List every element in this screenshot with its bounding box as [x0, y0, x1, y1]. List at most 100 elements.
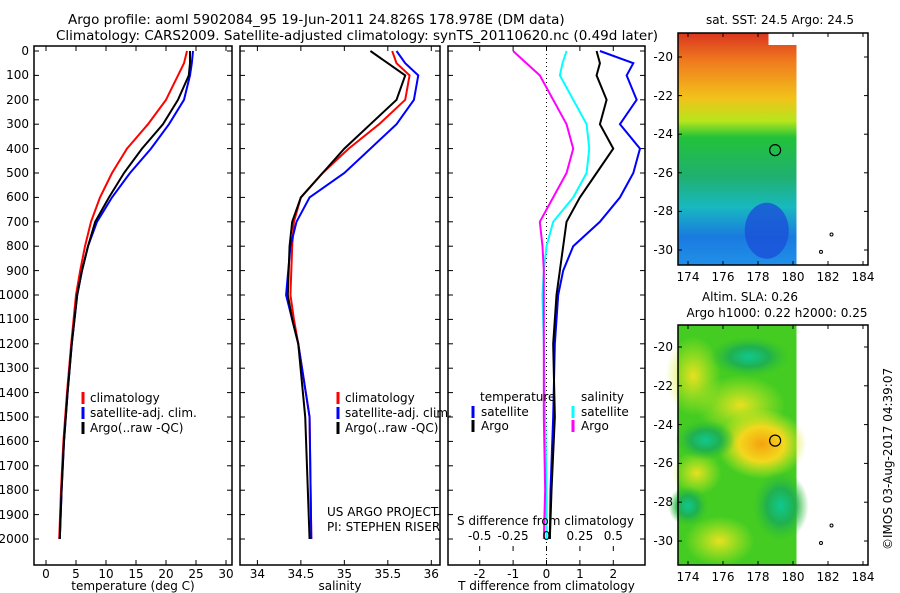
depth-tick-label: 1100	[0, 312, 29, 327]
x-tick-label: 1	[576, 567, 584, 581]
lat-tick-label: -22	[653, 88, 673, 103]
plot-canvas	[33, 32, 869, 566]
salinity-x-axis-label: salinity	[318, 579, 362, 593]
depth-tick-label: 200	[6, 92, 29, 107]
lat-tick-label: -26	[653, 165, 673, 180]
sla-anomaly-blob	[671, 451, 722, 496]
salinity-axes-box	[239, 45, 441, 566]
depth-tick-label: 1400	[0, 385, 29, 400]
depth-tick-label: 1200	[0, 336, 29, 351]
legend-label-s_satellite: satellite	[581, 405, 629, 419]
lat-tick-label: -30	[653, 243, 673, 257]
depth-tick-label: 400	[6, 141, 29, 156]
lon-tick-label: 174	[676, 270, 700, 284]
s-tick-label: 0.25	[566, 529, 594, 543]
depth-tick-label: 1300	[0, 361, 29, 376]
lon-tick-label: 184	[851, 270, 875, 284]
island-outline	[829, 523, 834, 528]
x-tick-label: 35.5	[374, 567, 402, 581]
depth-tick-label: 0	[21, 44, 29, 58]
lat-tick-label: -22	[653, 378, 673, 393]
lat-tick-label: -20	[653, 50, 673, 64]
s-tick-label: 0	[542, 529, 551, 543]
lon-tick-label: 176	[711, 570, 735, 584]
depth-tick-label: 800	[6, 239, 29, 254]
sla-anomaly-blob	[752, 471, 809, 542]
argo-position-marker	[769, 144, 782, 157]
depth-tick-label: 1500	[0, 410, 29, 424]
s-tick-label: -0.5	[467, 529, 492, 543]
lat-tick-label: -26	[653, 456, 673, 471]
island-outline	[819, 540, 823, 545]
x-tick-label: 35	[336, 567, 352, 581]
lon-tick-label: 176	[711, 270, 735, 284]
depth-tick-label: 1600	[0, 434, 29, 449]
depth-tick-label: 1800	[0, 483, 29, 498]
legend-label-argo: Argo	[481, 419, 509, 433]
sla-anomaly-blob	[668, 486, 708, 527]
legend-label-satellite: satellite-adj. clim.	[90, 406, 197, 420]
depth-tick-label: 500	[6, 166, 29, 180]
legend-label-climatology: climatology	[345, 391, 415, 405]
temperature-x-axis-label: temperature (deg C)	[71, 579, 195, 593]
lon-tick-label: 184	[851, 570, 875, 584]
x-tick-label: 30	[218, 567, 234, 581]
legend-label-satellite: satellite-adj. clim.	[345, 406, 452, 420]
lat-tick-label: -30	[653, 534, 673, 548]
depth-tick-label: 600	[6, 190, 29, 205]
series-line-satellite	[58, 50, 194, 540]
lon-tick-label: 178	[746, 570, 770, 584]
legend-label-climatology: climatology	[90, 391, 160, 405]
s-tick-label: -0.25	[497, 529, 529, 543]
x-tick-label: 34.5	[287, 567, 315, 581]
project-label: US ARGO PROJECT	[327, 505, 439, 519]
island-outline	[819, 249, 823, 254]
legend-label-satellite: satellite	[481, 405, 529, 419]
x-tick-label: -1	[507, 567, 520, 581]
x-tick-label: 34	[249, 567, 266, 581]
depth-tick-label: 700	[6, 214, 29, 229]
title-line-1: Argo profile: aoml 5902084_95 19-Jun-201…	[68, 12, 565, 28]
sla-anomaly-blob	[684, 516, 755, 566]
lat-tick-label: -24	[653, 417, 673, 432]
sla-map-subtitle: Argo h1000: 0.22 h2000: 0.25	[686, 306, 868, 320]
copyright-label: ©IMOS 03-Aug-2017 04:39:07	[881, 367, 895, 550]
sst-cold-patch	[744, 202, 789, 259]
series-line-climatology	[289, 50, 411, 540]
x-tick-label: 5	[72, 567, 80, 581]
series-line-t-argo	[548, 50, 615, 540]
depth-tick-label: 1900	[0, 507, 29, 522]
x-tick-label: 25	[188, 567, 204, 581]
sla-anomaly-blob	[709, 336, 790, 377]
x-tick-label: 15	[128, 567, 144, 581]
series-line-t-satellite	[548, 50, 642, 540]
depth-tick-label: 1000	[0, 288, 29, 302]
x-tick-label: 2	[609, 567, 618, 581]
legend-label-s_argo: Argo	[581, 419, 609, 433]
depth-tick-label: 900	[6, 263, 29, 278]
series-line-s-argo	[512, 50, 575, 540]
legend-title-temperature: temperature	[480, 390, 556, 404]
sla-anomaly-blob	[675, 420, 736, 461]
depth-tick-label: 100	[6, 68, 29, 83]
lat-tick-label: -24	[653, 127, 673, 142]
sst-land-mask	[768, 33, 797, 45]
depth-tick-label: 2000	[0, 532, 29, 546]
lat-tick-label: -28	[653, 495, 673, 510]
pi-label: PI: STEPHEN RISER	[327, 520, 441, 534]
x-tick-label: -2	[473, 567, 486, 581]
sla-anomaly-blob	[716, 409, 807, 479]
lon-tick-label: 182	[816, 270, 840, 284]
x-tick-label: 36	[423, 567, 439, 581]
depth-tick-label: 1700	[0, 458, 29, 473]
lon-tick-label: 174	[676, 570, 700, 584]
sst-map-title: sat. SST: 24.5 Argo: 24.5	[705, 13, 855, 27]
legend-title-salinity: salinity	[581, 390, 625, 404]
lon-tick-label: 180	[781, 570, 805, 584]
s-axis-label: S difference from climatology	[457, 514, 634, 528]
lon-tick-label: 182	[816, 570, 840, 584]
lon-tick-label: 180	[781, 270, 805, 284]
island-outline	[829, 232, 834, 237]
argo-position-marker	[769, 434, 782, 447]
differences-x-axis-label: T difference from climatology	[458, 579, 635, 593]
